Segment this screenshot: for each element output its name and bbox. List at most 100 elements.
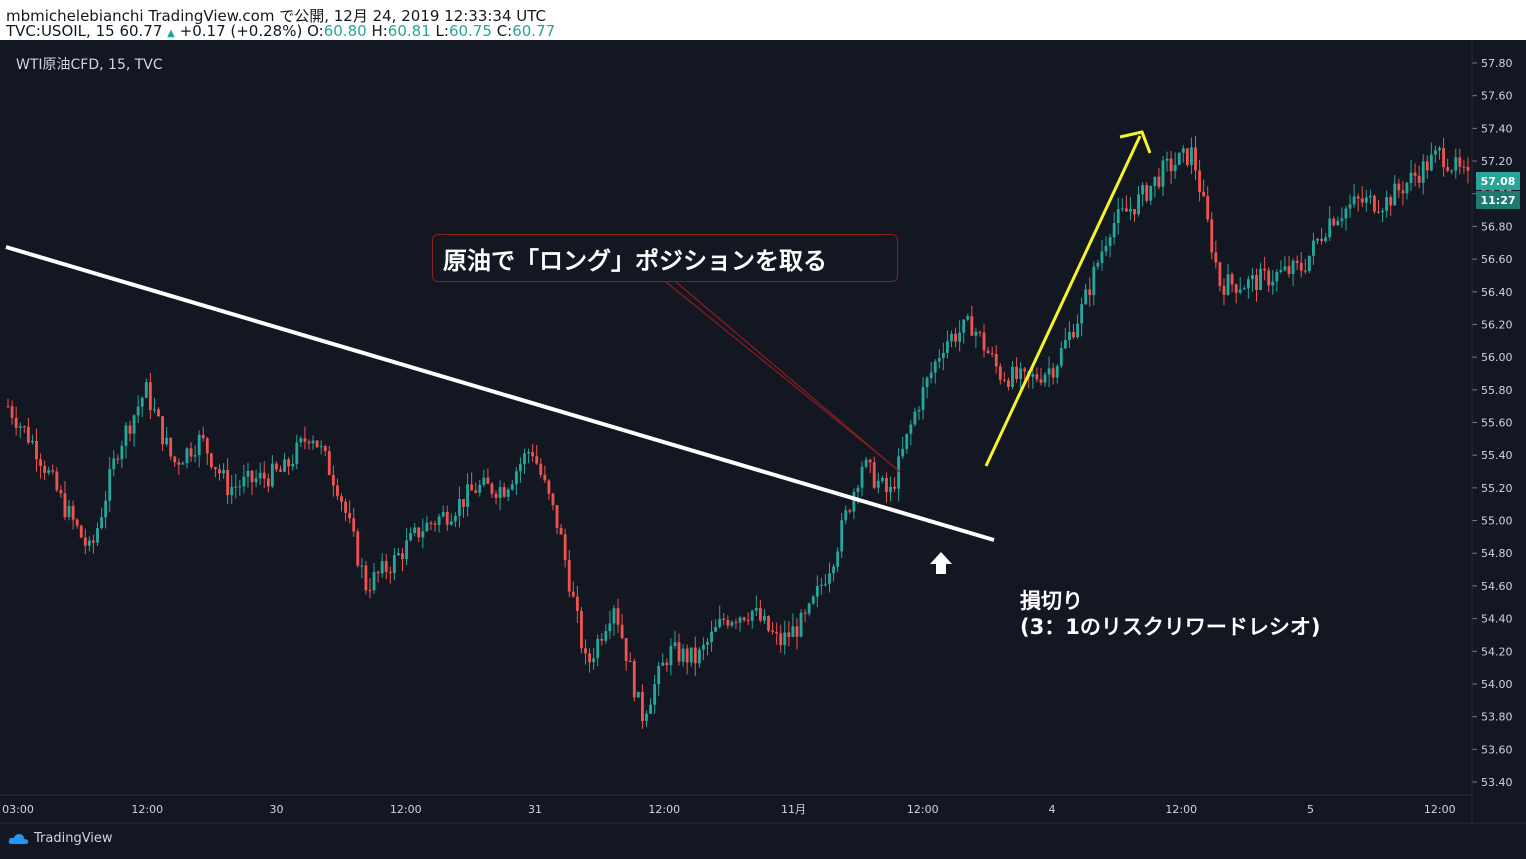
candle-up [860,466,864,488]
candle-up [1043,374,1047,383]
candle-down [1295,260,1299,263]
candle-down [1446,167,1450,171]
candle-up [1393,183,1397,206]
time-tick-label: 03:00 [2,803,34,816]
price-tick-label: 54.80 [1481,547,1513,560]
price-tick-label: 56.40 [1481,286,1513,299]
candle-down [990,353,994,355]
candle-up [1251,275,1254,280]
candle-down [214,467,217,470]
candle-up [1324,237,1328,241]
candle-up [1141,185,1145,195]
candle-up [372,572,376,591]
price-tick-label: 55.60 [1481,417,1513,430]
last-price-tag: 57.08 [1476,172,1520,190]
candle-up [1450,170,1454,172]
candle-up [514,471,518,485]
stop-loss-label: 損切り [1020,589,1083,613]
chart-header: mbmichelebianchi TradingView.com で公開, 12… [0,0,1526,40]
candle-up [1242,288,1246,290]
tradingview-logo[interactable]: TradingView [8,831,113,846]
candle-up [1165,158,1169,161]
candle-up [1328,218,1332,238]
candle-down [1169,158,1173,172]
candle-up [689,647,693,663]
candle-up [929,372,933,378]
candle-up [87,540,91,546]
long-position-callout[interactable]: 原油で「ロング」ポジションを取る [432,234,898,282]
candle-down [226,469,230,496]
candle-down [994,353,998,367]
candle-down [567,560,571,592]
candle-down [173,456,177,463]
candle-down [1458,157,1462,167]
candle-up [238,486,242,488]
candle-down [250,470,254,483]
candle-up [763,616,766,621]
candle-down [742,617,746,621]
candle-down [628,660,632,662]
candle-up [840,520,844,552]
chart-title: WTI原油CFD, 15, TVC [16,57,163,73]
candle-down [340,496,343,502]
candle-down [539,463,543,475]
resistance-trendline[interactable] [5,245,995,542]
candle-down [352,518,356,532]
candle-down [35,440,38,460]
candle-down [1214,252,1218,263]
candle-up [1068,331,1071,341]
publish-info: mbmichelebianchi TradingView.com で公開, 12… [6,7,547,25]
candle-down [55,471,59,491]
candle-up [144,382,148,398]
candle-up [1129,209,1132,212]
candle-up [824,583,827,585]
candle-up [645,713,648,721]
candle-up [108,469,112,501]
candle-up [132,415,136,434]
close-value: 60.77 [512,22,556,40]
candle-down [767,616,770,631]
time-tick-label: 12:00 [131,803,163,816]
candle-down [327,450,331,475]
candle-down [722,618,726,620]
candle-up [811,596,815,604]
candle-up [738,617,742,623]
candle-up [47,470,51,473]
candle-down [758,608,762,621]
candle-up [966,316,970,320]
candle-up [506,489,510,497]
candle-up [917,409,921,412]
candle-down [376,572,380,574]
candle-down [1413,172,1417,176]
candle-down [388,571,392,574]
candle-up [913,411,917,425]
target-arrow-line[interactable] [984,135,1142,467]
candle-down [978,331,982,333]
candle-down [161,416,164,445]
open-value: 60.80 [323,22,367,40]
candle-down [616,608,620,625]
candle-down [551,493,555,506]
time-axis: 03:00 12:00 30 12:00 31 12:00 11月 12:00 4 12:00 5 1… [2,803,1455,816]
candle-down [1425,161,1429,171]
candle-down [624,638,628,661]
candle-down [1234,284,1238,293]
candle-up [31,440,34,443]
candle-up [1055,365,1059,378]
candle-up [140,397,144,407]
candle-up [783,632,787,646]
candle-up [1312,240,1315,256]
candle-up [754,608,758,611]
candle-down [1267,270,1271,286]
candle-down [986,350,990,354]
candle-up [1429,154,1433,171]
time-tick-label: 12:00 [648,803,680,816]
symbol-ohlc-line: TVC:USOIL, 15 60.77 ▲ +0.17 (+0.28%) O:6… [6,22,555,40]
time-tick-label: 31 [528,803,542,816]
candle-up [222,469,225,474]
candle-down [348,512,352,519]
candle-down [157,409,160,417]
candle-down [43,466,47,473]
high-label: H: [371,22,388,40]
